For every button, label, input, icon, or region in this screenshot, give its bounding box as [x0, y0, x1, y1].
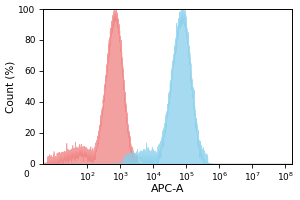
X-axis label: APC-A: APC-A — [151, 184, 184, 194]
Y-axis label: Count (%): Count (%) — [6, 60, 16, 113]
Text: 0: 0 — [23, 170, 29, 179]
